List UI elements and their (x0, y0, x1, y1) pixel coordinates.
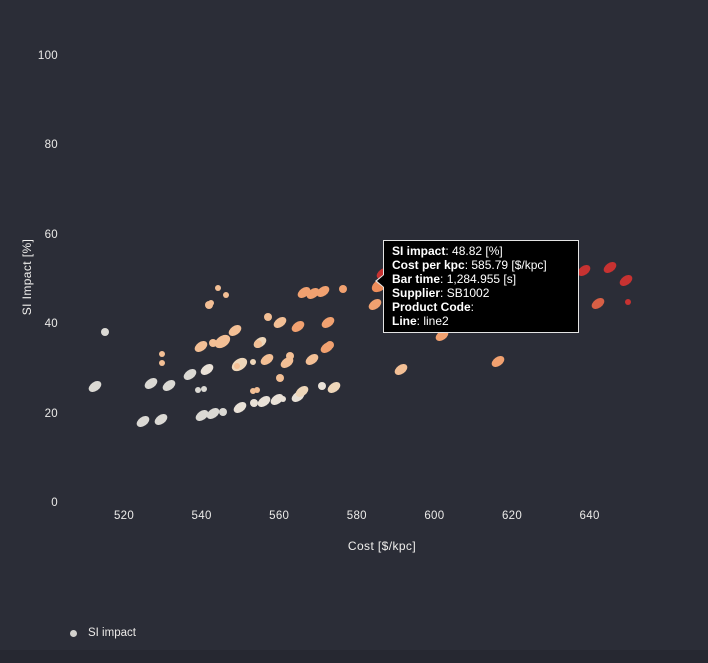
x-tick-label: 620 (501, 510, 523, 522)
scatter-point[interactable] (192, 338, 210, 355)
scatter-point[interactable] (200, 385, 207, 392)
scatter-point[interactable] (589, 296, 607, 312)
y-tick-label: 40 (44, 318, 58, 331)
tooltip-row: Line: line2 (392, 314, 449, 328)
scatter-point[interactable] (271, 314, 289, 331)
x-tick-label: 540 (191, 510, 212, 522)
scatter-point[interactable] (253, 339, 262, 348)
scatter-point[interactable] (199, 361, 216, 377)
scatter-point[interactable] (263, 312, 272, 321)
tooltip-row: SI impact: 48.82 [%] (392, 244, 503, 258)
scatter-point[interactable] (159, 350, 166, 357)
scatter-point[interactable] (209, 339, 218, 348)
hover-tooltip: SI impact: 48.82 [%] Cost per kpc: 585.7… (375, 240, 579, 333)
y-tick-label: 80 (44, 139, 58, 152)
tooltip-row: Product Code: (392, 300, 475, 314)
scatter-point[interactable] (234, 362, 241, 369)
scatter-point[interactable] (325, 380, 342, 396)
x-axis-title: Cost [$/kpc] (347, 539, 417, 553)
x-tick-label: 560 (269, 510, 290, 522)
scatter-point[interactable] (366, 296, 384, 313)
scatter-point[interactable] (232, 400, 249, 416)
scatter-point[interactable] (275, 373, 284, 382)
scatter-point[interactable] (280, 396, 287, 403)
scatter-point[interactable] (100, 327, 109, 336)
scatter-point[interactable] (319, 314, 337, 331)
scatter-point[interactable] (314, 283, 331, 299)
tooltip-row: Supplier: SB1002 (392, 286, 490, 300)
footer-strip (0, 650, 708, 663)
scatter-point[interactable] (624, 299, 631, 306)
legend[interactable]: SI impact (70, 627, 136, 639)
scatter-point[interactable] (249, 388, 256, 395)
scatter-point[interactable] (181, 366, 199, 383)
scatter-point[interactable] (286, 352, 295, 361)
scatter-point[interactable] (214, 285, 221, 292)
x-tick-label: 580 (346, 510, 367, 522)
scatter-point[interactable] (194, 387, 201, 393)
scatter-point[interactable] (249, 358, 256, 365)
scatter-point[interactable] (303, 351, 321, 368)
y-axis-title: SI Impact [%] (20, 238, 34, 316)
y-tick-label: 100 (37, 50, 58, 62)
scatter-point[interactable] (317, 382, 326, 391)
tooltip-row: Bar time: 1,284.955 [s] (392, 272, 517, 286)
scatter-point[interactable] (142, 375, 160, 391)
scatter-point[interactable] (326, 340, 335, 349)
scatter-point[interactable] (86, 378, 104, 395)
tooltip-row: Cost per kpc: 585.79 [$/kpc] (392, 258, 547, 272)
scatter-point[interactable] (254, 386, 261, 393)
scatter-point[interactable] (249, 399, 258, 408)
scatter-point[interactable] (218, 407, 227, 416)
scatter-point[interactable] (135, 413, 152, 429)
scatter-point[interactable] (159, 360, 166, 367)
scatter-point[interactable] (223, 291, 230, 298)
y-tick-label: 60 (44, 228, 58, 241)
scatter-point[interactable] (160, 377, 177, 393)
y-tick-label: 0 (51, 497, 58, 509)
y-tick-label: 20 (44, 407, 58, 420)
scatter-point[interactable] (601, 259, 619, 275)
x-tick-label: 520 (113, 510, 135, 522)
scatter-point[interactable] (489, 353, 507, 370)
scatter-point[interactable] (289, 318, 307, 335)
scatter-point[interactable] (618, 272, 635, 289)
scatter-point[interactable] (152, 411, 170, 427)
tooltip-arrow-icon (377, 275, 384, 287)
x-tick-label: 640 (579, 510, 600, 522)
x-tick-label: 600 (424, 510, 445, 522)
scatter-point[interactable] (208, 299, 215, 306)
scatter-point[interactable] (338, 285, 347, 294)
legend-marker-icon (70, 629, 77, 637)
scatter-point[interactable] (258, 351, 276, 368)
legend-label: SI impact (88, 627, 136, 639)
scatter-point[interactable] (393, 362, 410, 378)
